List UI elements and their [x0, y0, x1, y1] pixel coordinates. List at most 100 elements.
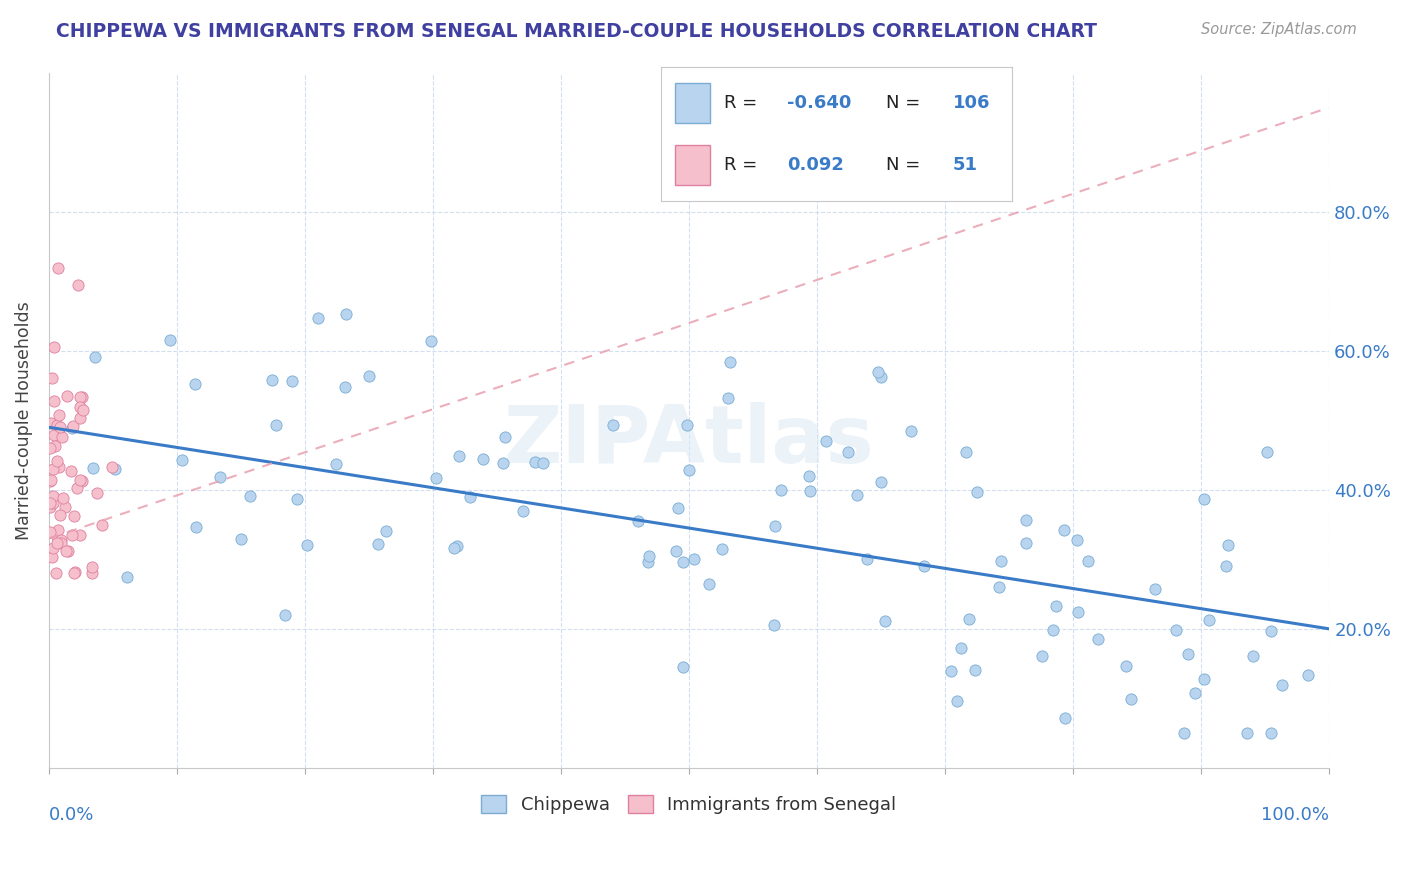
Point: [45, 417, 67, 432]
Point: [86, 486, 108, 500]
Point: [1192, 672, 1215, 686]
Point: [1260, 624, 1282, 638]
Point: [101, 460, 124, 475]
Point: [1115, 658, 1137, 673]
Point: [66, 277, 89, 292]
Point: [1236, 726, 1258, 740]
Point: [966, 484, 988, 499]
Point: [425, 471, 447, 485]
Point: [172, 453, 194, 467]
Point: [62, 566, 84, 581]
Point: [66, 481, 89, 495]
Point: [1194, 492, 1216, 507]
Text: ZIPAtlas: ZIPAtlas: [503, 402, 875, 480]
Point: [762, 617, 785, 632]
Point: [769, 483, 792, 497]
Point: [70, 390, 93, 404]
Point: [367, 537, 389, 551]
Point: [45, 566, 67, 581]
Point: [443, 541, 465, 555]
Point: [717, 391, 740, 405]
Point: [1144, 582, 1167, 596]
Point: [856, 552, 879, 566]
Text: 106: 106: [953, 94, 990, 112]
Point: [42, 393, 65, 408]
Point: [375, 524, 398, 538]
Text: R =: R =: [724, 155, 758, 174]
Point: [60, 528, 83, 542]
Point: [955, 444, 977, 458]
Point: [678, 462, 700, 476]
Point: [48, 409, 70, 423]
Point: [184, 377, 207, 392]
Point: [531, 456, 554, 470]
Point: [668, 501, 690, 516]
Point: [837, 445, 859, 459]
Point: [325, 457, 347, 471]
Point: [988, 580, 1011, 594]
Point: [46, 260, 69, 275]
Point: [1066, 533, 1088, 548]
Point: [602, 417, 624, 432]
Point: [523, 455, 546, 469]
Point: [1177, 647, 1199, 661]
Point: [72, 402, 94, 417]
Point: [1256, 445, 1278, 459]
Point: [69, 411, 91, 425]
Point: [665, 544, 688, 558]
Point: [46, 530, 69, 544]
Point: [297, 538, 319, 552]
Point: [84, 350, 107, 364]
Point: [946, 694, 969, 708]
Point: [912, 559, 935, 574]
Point: [307, 310, 329, 325]
Point: [672, 660, 695, 674]
Point: [80, 566, 103, 581]
Point: [420, 334, 443, 348]
Point: [458, 490, 481, 504]
Point: [1015, 536, 1038, 550]
Point: [52, 491, 75, 505]
Point: [492, 456, 515, 470]
Point: [264, 417, 287, 432]
Point: [69, 473, 91, 487]
Point: [69, 390, 91, 404]
Point: [446, 539, 468, 553]
Bar: [675, 145, 710, 185]
Point: [1042, 623, 1064, 637]
Text: Source: ZipAtlas.com: Source: ZipAtlas.com: [1201, 22, 1357, 37]
Point: [48, 459, 70, 474]
Point: [900, 424, 922, 438]
Text: 0.092: 0.092: [787, 155, 844, 174]
Point: [472, 452, 495, 467]
Text: 0.0%: 0.0%: [49, 805, 94, 824]
Point: [512, 504, 534, 518]
Point: [59, 464, 82, 478]
Point: [957, 612, 980, 626]
Point: [44, 439, 66, 453]
Point: [335, 307, 357, 321]
Point: [42, 496, 65, 510]
Point: [42, 541, 65, 555]
Point: [39, 524, 62, 539]
Point: [672, 555, 695, 569]
Point: [69, 400, 91, 414]
Point: [51, 430, 73, 444]
Point: [80, 560, 103, 574]
Point: [637, 549, 659, 564]
Point: [39, 474, 62, 488]
Point: [333, 379, 356, 393]
Point: [1015, 513, 1038, 527]
Point: [676, 418, 699, 433]
Legend: Chippewa, Immigrants from Senegal: Chippewa, Immigrants from Senegal: [474, 788, 904, 822]
Point: [1054, 711, 1077, 725]
Point: [159, 334, 181, 348]
Point: [682, 552, 704, 566]
Text: R =: R =: [724, 94, 758, 112]
Y-axis label: Married-couple Households: Married-couple Households: [15, 301, 32, 540]
Point: [1271, 677, 1294, 691]
Point: [42, 428, 65, 442]
Point: [1053, 524, 1076, 538]
Point: [39, 500, 62, 515]
Point: [941, 665, 963, 679]
